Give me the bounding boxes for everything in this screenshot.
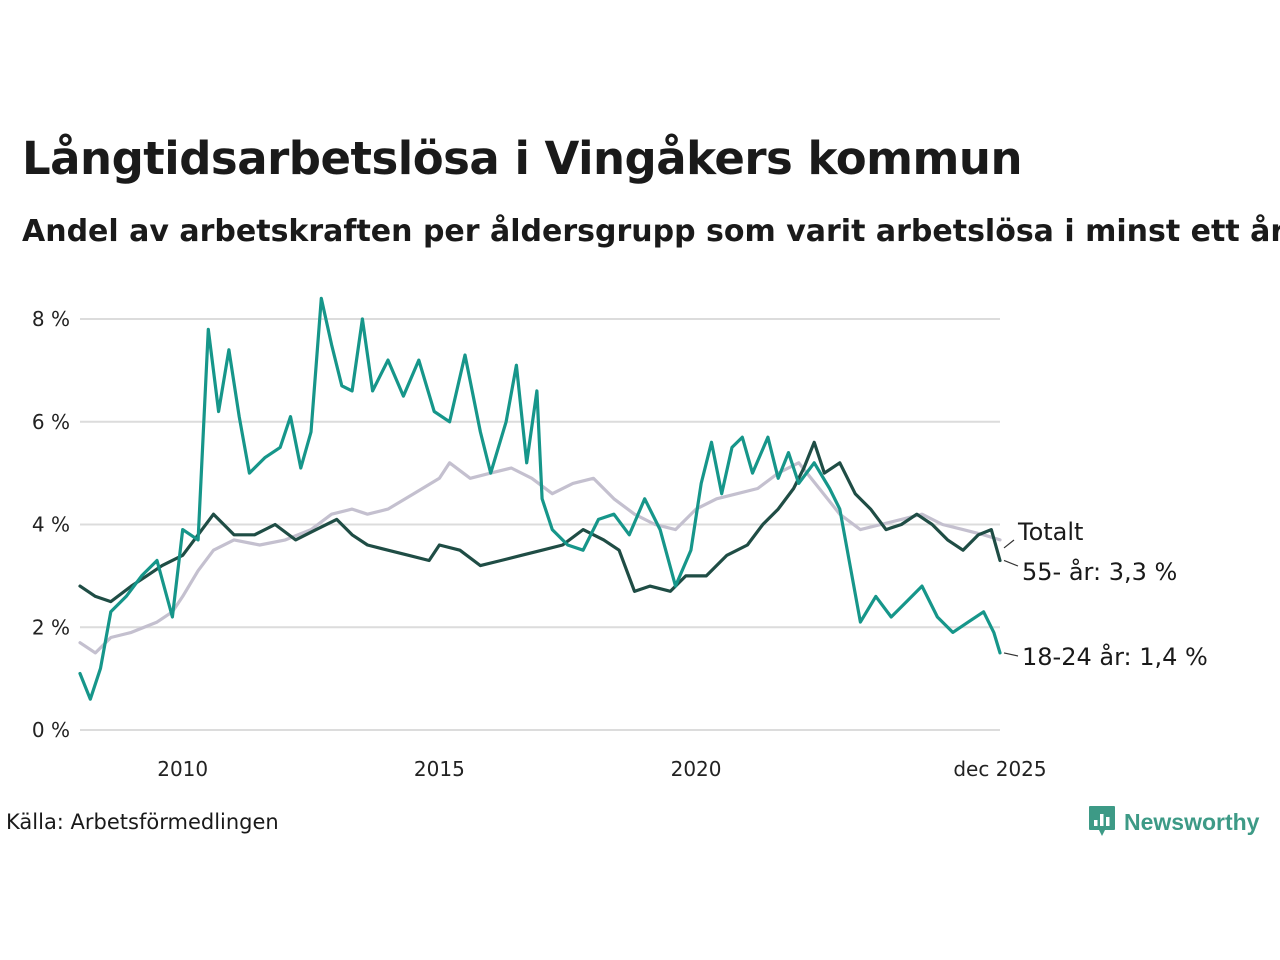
series-end-label: 55- år: 3,3 %	[1022, 557, 1177, 586]
y-tick-label: 0 %	[32, 718, 70, 742]
brand-name: Newsworthy	[1124, 808, 1260, 835]
page-title: Långtidsarbetslösa i Vingåkers kommun	[22, 132, 1023, 185]
x-tick-label: 2020	[671, 757, 722, 781]
series-end-label: 18-24 år: 1,4 %	[1022, 642, 1208, 671]
brand-logo[interactable]: Newsworthy	[1088, 804, 1259, 840]
newsworthy-logo-icon	[1089, 806, 1115, 836]
y-tick-label: 2 %	[32, 615, 70, 639]
y-tick-label: 8 %	[32, 307, 70, 331]
y-tick-label: 6 %	[32, 410, 70, 434]
x-tick-label: dec 2025	[953, 757, 1046, 781]
series-line-55-r	[78, 440, 1002, 604]
series-end-label: Totalt	[1017, 518, 1083, 546]
source-note: Källa: Arbetsförmedlingen	[6, 810, 279, 834]
label-leader-line	[1003, 652, 1019, 657]
x-tick-label: 2015	[414, 757, 465, 781]
x-tick-label: 2010	[157, 757, 208, 781]
label-leader-line	[1003, 559, 1019, 567]
series-line-totalt	[78, 461, 1002, 655]
y-tick-label: 4 %	[32, 513, 70, 537]
label-leader-line	[1003, 539, 1015, 549]
series-line-18-24-r	[78, 296, 1002, 701]
chart-subtitle: Andel av arbetskraften per åldersgrupp s…	[22, 214, 1280, 249]
